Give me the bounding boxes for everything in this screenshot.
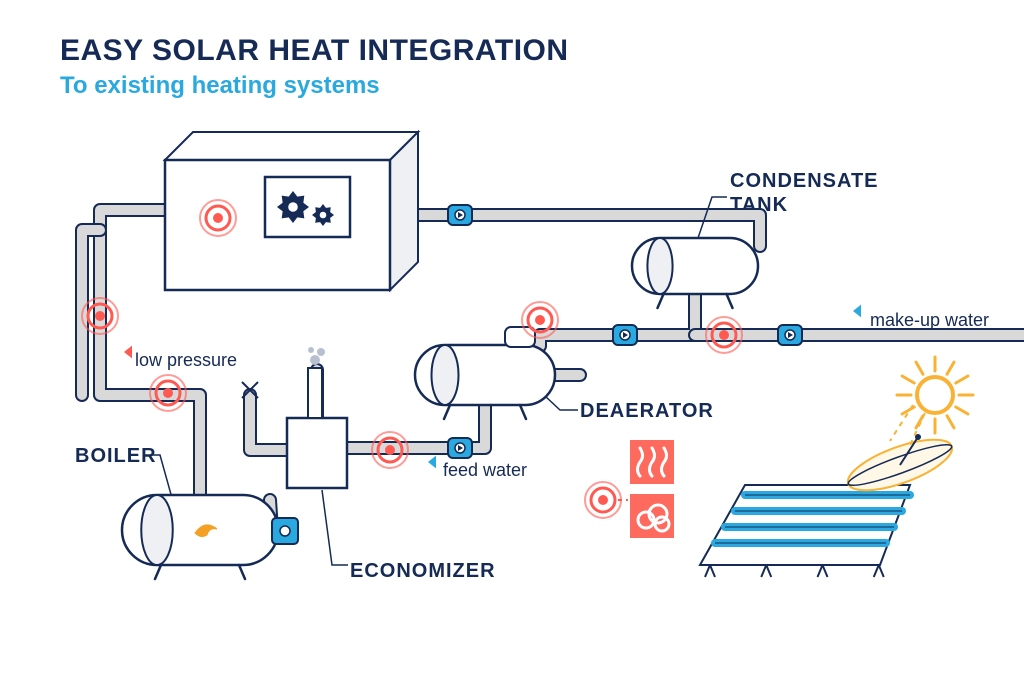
diagram-canvas bbox=[0, 0, 1024, 700]
